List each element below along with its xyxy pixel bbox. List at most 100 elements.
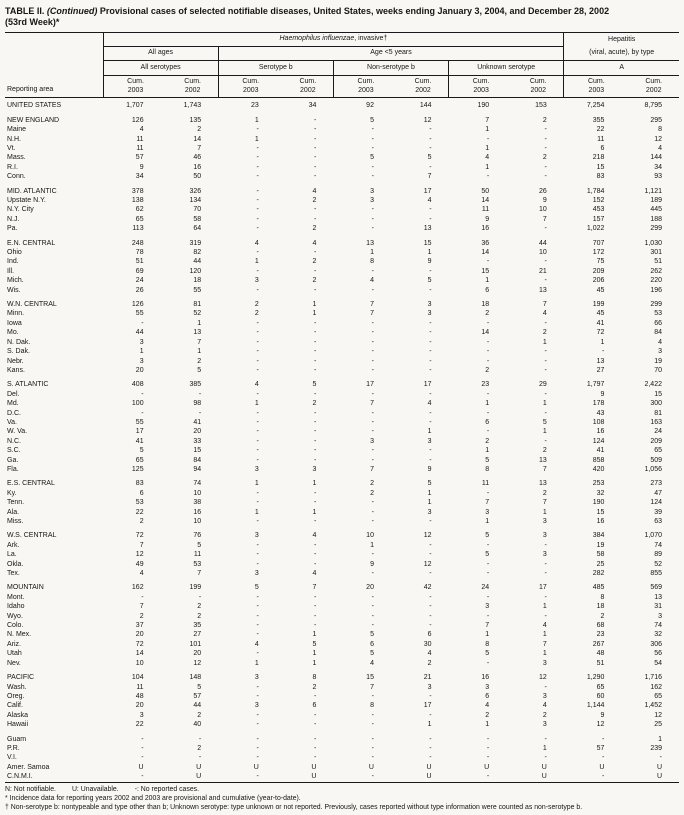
value-cell: 78	[135, 249, 144, 257]
table-row: W.N. CENTRAL 126 81 2 1 7 3 18 7 199 299	[5, 295, 679, 309]
cum-2002-header: Cum. 2002	[160, 75, 219, 99]
value-cell: -	[371, 456, 374, 464]
value-cell: 420	[592, 465, 605, 473]
reporting-area-cell: Ariz.	[7, 640, 21, 648]
table-row: Idaho 7 2- - - -3 1 18 31	[5, 602, 679, 611]
value-cell: 3	[427, 301, 432, 309]
table-row: Md. 100 98 1 2 7 4 1 1 178 300	[5, 399, 679, 408]
value-cell: U	[541, 763, 547, 771]
value-cell: -	[256, 447, 259, 455]
value-cell: 1	[254, 258, 259, 266]
value-cell: 69	[135, 267, 144, 275]
value-cell: 70	[654, 366, 662, 374]
value-cell: 20	[193, 650, 202, 658]
value-cell: -	[429, 418, 432, 426]
table-row: Oreg. 48 57 - - - - 6 3 60 65	[5, 692, 679, 701]
value-cell: -	[544, 258, 547, 266]
value-cell: -	[544, 126, 547, 134]
table-row: P.R. - 2 - - - - - 1 57 239	[5, 744, 679, 753]
title-label: TABLE II.	[5, 6, 45, 16]
value-cell: -	[371, 135, 374, 143]
value-cell: 1	[542, 428, 547, 436]
value-cell: -	[198, 593, 202, 601]
value-cell: 57	[193, 692, 202, 700]
value-cell: -	[544, 570, 547, 578]
value-cell: 3	[658, 612, 662, 620]
value-cell: 4	[312, 532, 317, 540]
value-cell: -	[486, 754, 490, 762]
value-cell: 14	[135, 650, 144, 658]
value-cell: -	[544, 144, 547, 152]
value-cell: -	[314, 366, 317, 374]
value-cell: -	[544, 541, 547, 549]
value-cell: U	[368, 763, 374, 771]
value-cell: 134	[189, 197, 202, 205]
value-cell: 68	[596, 622, 605, 630]
value-cell: -	[486, 173, 490, 181]
value-cell: -	[314, 319, 317, 327]
value-cell: 13	[539, 286, 547, 294]
value-cell: 162	[131, 584, 144, 592]
value-cell: 50	[193, 173, 202, 181]
value-cell: 15	[423, 239, 432, 247]
value-cell: 148	[189, 674, 202, 682]
value-cell: 1,070	[644, 532, 662, 540]
value-cell: 196	[650, 286, 662, 294]
value-cell: 4	[312, 239, 317, 247]
value-cell: -	[314, 622, 317, 630]
value-cell: 1	[542, 338, 547, 346]
value-cell: 10	[135, 659, 144, 667]
value-cell: -	[486, 541, 490, 549]
value-cell: 31	[654, 603, 662, 611]
reporting-area-cell: PACIFIC	[7, 674, 35, 682]
page: TABLE II. (Continued) Provisional cases …	[5, 6, 679, 812]
value-cell: 2	[485, 437, 490, 445]
cum-2002-header: Cum. 2002	[275, 75, 334, 99]
value-cell: 2,422	[644, 381, 662, 389]
value-cell: 120	[189, 267, 202, 275]
value-cell: 7	[370, 465, 374, 473]
value-cell: -	[256, 329, 259, 337]
table-row: N. Mex. 20 27 - 1 5 6 1 1 23 32	[5, 630, 679, 639]
value-cell: 11	[481, 480, 490, 488]
reporting-area-cell: Mo.	[7, 329, 19, 337]
reporting-area-cell: Tenn.	[7, 499, 25, 507]
table-row: C.N.M.I. - U - U - U - U - U	[5, 772, 679, 782]
value-cell: 26	[539, 187, 547, 195]
value-cell: 2	[485, 310, 490, 318]
table-body: UNITED STATES 1,707 1,743 23 34 92 144 190 153 7,…	[5, 98, 679, 782]
table-row: Alaska 3 2 - - - - 2 2 9 12	[5, 711, 679, 720]
value-cell: 408	[131, 381, 144, 389]
value-cell: 267	[592, 640, 605, 648]
value-cell: 1	[427, 499, 432, 507]
value-cell: 4	[542, 702, 547, 710]
reporting-area-cell: Ind.	[7, 258, 19, 266]
value-cell: -	[314, 215, 317, 223]
value-cell: -	[371, 692, 374, 700]
value-cell: 6	[139, 489, 144, 497]
value-cell: 7	[312, 584, 317, 592]
value-cell: 152	[592, 197, 605, 205]
value-cell: 6	[485, 418, 490, 426]
value-cell: -	[371, 773, 374, 781]
value-cell: -	[371, 286, 374, 294]
value-cell: 9	[370, 560, 374, 568]
value-cell: -	[429, 144, 432, 152]
value-cell: 9	[427, 258, 432, 266]
value-cell: 46	[193, 154, 202, 162]
value-cell: 70	[193, 206, 202, 214]
value-cell: -	[486, 428, 490, 436]
value-cell: -	[256, 744, 259, 752]
value-cell: 113	[132, 225, 144, 233]
value-cell: 299	[650, 225, 662, 233]
value-cell: 4	[254, 381, 259, 389]
value-cell: 22	[135, 508, 144, 516]
value-cell: -	[256, 267, 259, 275]
table-row: Vt. 11 7 - - - - 1 - 6 4	[5, 144, 679, 153]
value-cell: 319	[189, 239, 202, 247]
table-row: Calif. 20 44 3 6 8 17 4 4 1,144 1,452	[5, 701, 679, 710]
value-cell: -	[429, 409, 432, 417]
value-cell: -	[544, 390, 547, 398]
value-cell: 126	[131, 116, 144, 124]
value-cell: 144	[419, 102, 432, 110]
